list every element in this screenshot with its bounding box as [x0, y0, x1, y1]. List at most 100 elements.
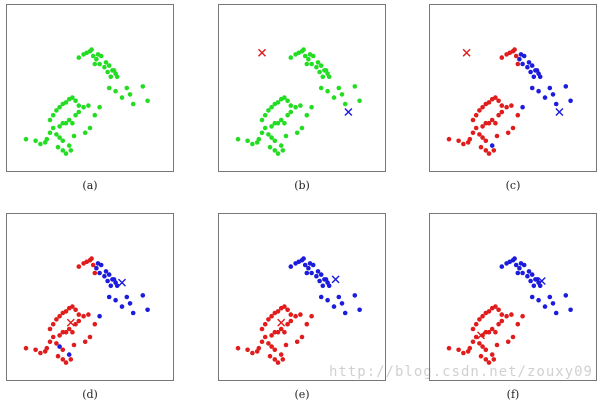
- data-point: [81, 104, 86, 110]
- data-point: [256, 136, 262, 142]
- data-point: [114, 74, 120, 80]
- caption-e: (e): [294, 388, 310, 401]
- data-point: [510, 125, 516, 131]
- data-point: [267, 144, 273, 150]
- data-point: [90, 53, 96, 59]
- data-point: [76, 109, 82, 115]
- scatter-plot-b: [218, 4, 386, 172]
- data-point: [504, 104, 509, 110]
- data-point: [352, 293, 358, 298]
- data-point: [486, 329, 492, 335]
- data-point: [550, 301, 556, 306]
- data-point: [499, 264, 505, 269]
- watermark: http://blog.csdn.net/zouxy09: [328, 364, 593, 380]
- data-point: [302, 53, 308, 59]
- data-point: [256, 345, 262, 351]
- data-point: [483, 357, 489, 362]
- data-point: [513, 262, 519, 268]
- data-point: [470, 339, 476, 345]
- caption-b: (b): [294, 179, 310, 192]
- panel-a: (a): [6, 4, 174, 192]
- scatter-plot-c: [429, 4, 597, 172]
- data-point: [97, 270, 102, 276]
- data-point: [310, 262, 316, 268]
- data-point: [529, 272, 535, 277]
- data-point: [288, 318, 294, 324]
- data-point: [60, 138, 66, 144]
- data-point: [496, 112, 501, 118]
- data-point: [320, 283, 326, 289]
- data-point: [105, 278, 110, 284]
- data-point: [70, 304, 75, 309]
- data-point: [318, 272, 324, 277]
- data-point: [491, 357, 497, 362]
- data-point: [92, 61, 98, 67]
- data-point: [283, 133, 289, 139]
- data-point: [102, 273, 107, 279]
- data-point: [314, 64, 319, 70]
- data-point: [278, 143, 284, 148]
- data-point: [63, 309, 69, 314]
- data-point: [494, 342, 500, 348]
- data-point: [306, 56, 311, 62]
- data-point: [483, 120, 489, 126]
- data-point: [68, 357, 74, 362]
- data-point: [568, 307, 573, 313]
- data-point: [336, 294, 342, 300]
- data-point: [489, 143, 495, 148]
- data-point: [98, 262, 104, 268]
- data-point: [480, 344, 485, 349]
- data-point: [491, 148, 497, 153]
- data-point: [71, 342, 77, 348]
- red-centroid-marker: [277, 318, 286, 327]
- blue-centroid-marker: [118, 278, 126, 287]
- data-point: [76, 55, 82, 60]
- scatter-plot-a: [6, 4, 174, 172]
- data-point: [342, 310, 348, 316]
- panel-d: (d): [6, 213, 174, 401]
- data-point: [86, 312, 91, 317]
- data-point: [534, 68, 540, 73]
- data-point: [357, 98, 362, 104]
- data-point: [76, 264, 82, 269]
- data-point: [288, 264, 294, 269]
- data-point: [489, 352, 495, 357]
- data-point: [486, 309, 492, 314]
- data-point: [97, 61, 102, 67]
- data-point: [60, 329, 66, 335]
- data-point: [301, 47, 306, 52]
- data-point: [87, 334, 93, 340]
- panel-c: (c): [429, 4, 597, 192]
- data-point: [283, 342, 289, 348]
- red-centroid-marker: [477, 331, 485, 340]
- data-point: [250, 350, 255, 356]
- data-point: [262, 125, 268, 131]
- data-point: [520, 313, 525, 319]
- data-point: [55, 353, 61, 359]
- data-point: [357, 307, 362, 313]
- data-point: [262, 321, 268, 327]
- data-point: [496, 98, 501, 104]
- data-point: [542, 95, 548, 100]
- data-point: [272, 347, 278, 353]
- data-point: [102, 64, 107, 70]
- data-point: [127, 301, 133, 306]
- data-point: [89, 256, 94, 261]
- data-point: [509, 312, 514, 317]
- data-point: [325, 297, 330, 303]
- data-point: [537, 74, 543, 80]
- blue-centroid-marker: [344, 108, 353, 116]
- data-point: [272, 357, 278, 362]
- data-point: [473, 112, 479, 118]
- data-point: [320, 74, 326, 80]
- data-point: [140, 293, 146, 298]
- data-point: [259, 326, 265, 332]
- data-point: [106, 294, 112, 300]
- data-point: [282, 304, 287, 309]
- data-point: [285, 98, 290, 104]
- data-point: [525, 273, 530, 279]
- data-point: [267, 353, 273, 359]
- data-point: [499, 318, 505, 324]
- data-point: [504, 313, 509, 319]
- data-point: [304, 270, 310, 276]
